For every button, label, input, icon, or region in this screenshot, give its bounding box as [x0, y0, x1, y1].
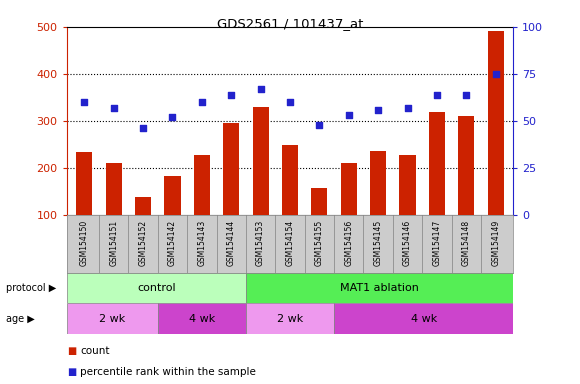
Bar [458, 116, 474, 262]
Point [432, 91, 441, 98]
Bar [194, 155, 210, 262]
Text: age ▶: age ▶ [6, 314, 35, 324]
Bar [429, 113, 445, 262]
Text: GSM154150: GSM154150 [80, 220, 89, 266]
Text: GSM154151: GSM154151 [109, 220, 118, 266]
Text: GSM154143: GSM154143 [197, 220, 206, 266]
Text: percentile rank within the sample: percentile rank within the sample [80, 367, 256, 377]
Point [256, 86, 265, 92]
Text: ■: ■ [67, 367, 76, 377]
Bar [488, 31, 504, 262]
Bar [106, 163, 122, 262]
Text: GSM154146: GSM154146 [403, 220, 412, 266]
Text: GSM154155: GSM154155 [315, 220, 324, 266]
Text: GSM154144: GSM154144 [227, 220, 235, 266]
Point [462, 91, 471, 98]
Point [285, 99, 295, 105]
Bar [67, 273, 246, 303]
Bar [370, 151, 386, 262]
Bar [246, 303, 334, 334]
Text: GSM154145: GSM154145 [374, 220, 383, 266]
Text: 4 wk: 4 wk [411, 314, 437, 324]
Point [403, 105, 412, 111]
Text: ■: ■ [67, 346, 76, 356]
Point [168, 114, 177, 120]
Bar [252, 107, 269, 262]
Point [109, 105, 118, 111]
Text: count: count [80, 346, 110, 356]
Text: GSM154148: GSM154148 [462, 220, 471, 266]
Text: GSM154142: GSM154142 [168, 220, 177, 266]
Point [79, 99, 89, 105]
Bar [282, 146, 298, 262]
Text: GSM154153: GSM154153 [256, 220, 265, 266]
Point [344, 112, 353, 118]
Text: 2 wk: 2 wk [277, 314, 303, 324]
Bar [67, 303, 158, 334]
Text: control: control [137, 283, 176, 293]
Text: GSM154149: GSM154149 [491, 220, 500, 266]
Point [374, 107, 383, 113]
Bar [223, 123, 240, 262]
Bar [164, 177, 180, 262]
Point [491, 71, 501, 77]
Point [139, 126, 148, 132]
Bar [246, 273, 513, 303]
Bar [135, 197, 151, 262]
Point [315, 122, 324, 128]
Bar [334, 303, 513, 334]
Bar [76, 152, 92, 262]
Bar [400, 155, 416, 262]
Bar [340, 163, 357, 262]
Text: GSM154147: GSM154147 [433, 220, 441, 266]
Text: 2 wk: 2 wk [99, 314, 125, 324]
Text: protocol ▶: protocol ▶ [6, 283, 56, 293]
Text: GSM154152: GSM154152 [139, 220, 147, 266]
Text: GSM154156: GSM154156 [345, 220, 353, 266]
Text: MAT1 ablation: MAT1 ablation [340, 283, 419, 293]
Bar [158, 303, 246, 334]
Text: 4 wk: 4 wk [188, 314, 215, 324]
Text: GDS2561 / 101437_at: GDS2561 / 101437_at [217, 17, 363, 30]
Point [227, 91, 236, 98]
Text: GSM154154: GSM154154 [285, 220, 295, 266]
Point [197, 99, 206, 105]
Bar [311, 188, 328, 262]
